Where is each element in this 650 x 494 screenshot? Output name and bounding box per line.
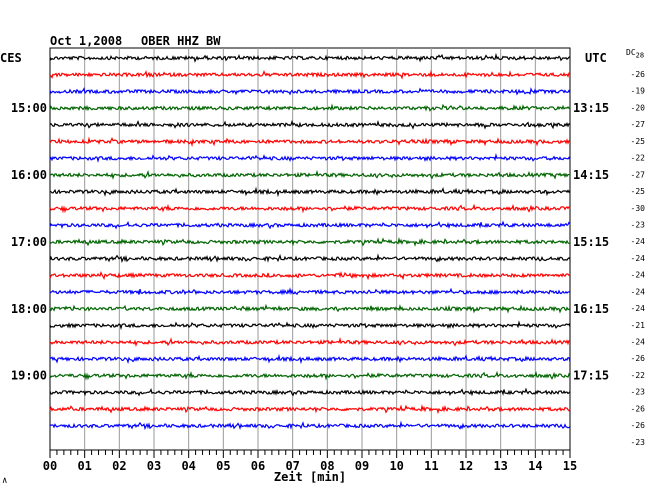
dc-offset-label: -24 <box>631 304 646 313</box>
left-hour-label: 18:00 <box>11 302 47 316</box>
x-tick-label: 08 <box>320 459 334 473</box>
traces <box>49 52 571 431</box>
dc-offset-label: -23 <box>631 438 646 447</box>
dc-offset-label: -22 <box>631 154 646 163</box>
left-hour-label: 19:00 <box>11 369 47 383</box>
seismogram-trace <box>49 203 571 214</box>
seismogram-trace <box>49 303 571 314</box>
dc-offset-label: -25 <box>631 137 646 146</box>
dc-offset-label: -24 <box>631 271 646 280</box>
x-tick-label: 01 <box>77 459 91 473</box>
left-hour-label: 17:00 <box>11 235 47 249</box>
right-time-label: 15:15 <box>573 235 609 249</box>
x-tick-label: 04 <box>181 459 195 473</box>
dc-offset-label: -26 <box>631 70 646 79</box>
seismogram-trace <box>49 136 571 148</box>
x-tick-label: 00 <box>43 459 57 473</box>
dc-offset-label: -24 <box>631 237 646 246</box>
dc-offset-label: -27 <box>631 120 646 129</box>
seismogram-trace <box>49 287 571 296</box>
right-time-label: 13:15 <box>573 101 609 115</box>
dc-offset-label: -26 <box>631 404 646 413</box>
seismogram-trace <box>49 153 571 163</box>
right-time-label: 14:15 <box>573 168 609 182</box>
dc-offset-label: -24 <box>631 338 646 347</box>
dc-offset-label: -26 <box>631 354 646 363</box>
seismogram-trace <box>49 336 571 348</box>
right-timezone-label: UTC <box>585 51 607 65</box>
x-tick-label: 09 <box>355 459 369 473</box>
labels: 00 01 02 03 04 05 06 07 08 09 10 11 12 13 14 15 15:00 16:… <box>11 70 645 473</box>
dc-offset-label: -19 <box>631 87 646 96</box>
left-timezone-label: CES <box>0 51 22 65</box>
dc-header-label: DC28 <box>626 48 644 60</box>
x-tick-label: 15 <box>563 459 577 473</box>
seismogram-trace <box>49 220 571 230</box>
gridlines <box>84 48 536 450</box>
x-tick-label: 05 <box>216 459 230 473</box>
seismogram-trace <box>49 253 571 263</box>
dc-offset-label: -24 <box>631 287 646 296</box>
dc-offset-label: -23 <box>631 220 646 229</box>
left-hour-label: 16:00 <box>11 168 47 182</box>
x-axis-label: Zeit [min] <box>274 470 346 484</box>
seismogram-trace <box>49 236 571 247</box>
left-hour-label: 15:00 <box>11 101 47 115</box>
x-tick-label: 11 <box>424 459 438 473</box>
dc-offset-label: -22 <box>631 371 646 380</box>
right-time-label: 16:15 <box>573 302 609 316</box>
dc-offset-label: -25 <box>631 187 646 196</box>
x-tick-label: 13 <box>493 459 507 473</box>
x-tick-label: 03 <box>147 459 161 473</box>
dc-label: DC <box>626 48 636 57</box>
x-tick-label: 06 <box>251 459 265 473</box>
dc-offset-label: -21 <box>631 321 646 330</box>
x-ticks <box>49 450 571 458</box>
dc-offset-label: -30 <box>631 204 646 213</box>
date-label: Oct 1,2008 <box>50 34 123 48</box>
plot-frame <box>49 47 571 451</box>
seismogram-trace <box>49 186 571 198</box>
seismogram-trace <box>49 320 571 331</box>
seismogram-trace <box>49 119 571 130</box>
seismogram-trace <box>49 404 571 415</box>
seismogram-trace <box>49 169 571 180</box>
x-tick-label: 12 <box>459 459 473 473</box>
seismogram-trace <box>49 370 571 381</box>
station-label: OBER HHZ BW <box>141 34 221 48</box>
x-tick-label: 10 <box>389 459 403 473</box>
dc-sub-label: 28 <box>635 51 645 60</box>
dc-offset-label: -24 <box>631 254 646 263</box>
seismogram-trace <box>49 270 571 281</box>
seismogram-trace <box>49 103 571 112</box>
seismogram-trace <box>49 52 571 63</box>
dc-offset-label: -26 <box>631 421 646 430</box>
dc-offset-label: -20 <box>631 103 646 112</box>
corner-mark: ∧ <box>2 476 8 486</box>
seismogram-trace <box>49 420 571 431</box>
seismogram-trace <box>49 86 571 96</box>
dc-offset-label: -23 <box>631 388 646 397</box>
right-time-label: 17:15 <box>573 369 609 383</box>
x-tick-label: 07 <box>285 459 299 473</box>
dc-offset-label: -27 <box>631 170 646 179</box>
x-tick-label: 02 <box>112 459 126 473</box>
seismogram-trace <box>49 353 571 365</box>
seismogram-trace <box>49 387 571 397</box>
x-tick-label: 14 <box>528 459 542 473</box>
seismogram-trace <box>49 69 571 80</box>
